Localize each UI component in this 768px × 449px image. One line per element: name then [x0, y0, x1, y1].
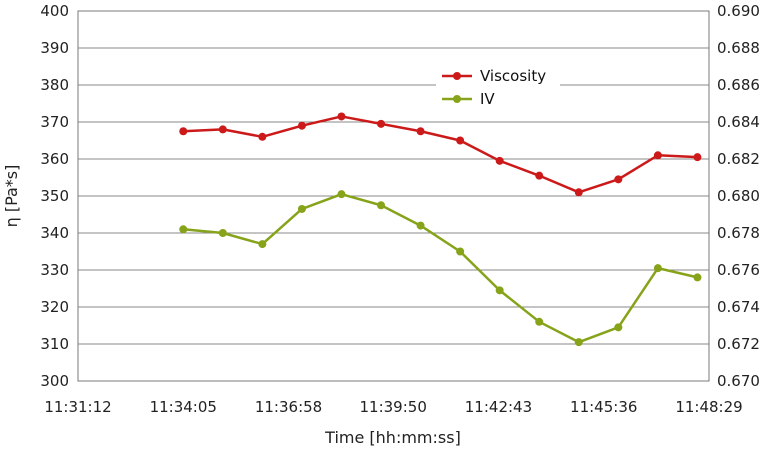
y2-tick-label: 0.686 — [717, 76, 760, 94]
viscosity-data-point — [693, 153, 702, 162]
iv-legend-marker — [453, 95, 461, 103]
viscosity-data-point — [179, 127, 188, 136]
viscosity-legend-marker — [453, 72, 461, 80]
iv-data-point — [337, 190, 346, 199]
x-tick-label: 11:34:05 — [150, 398, 217, 416]
viscosity-legend-label: Viscosity — [480, 67, 546, 85]
viscosity-data-point — [614, 175, 623, 184]
y2-tick-label: 0.690 — [717, 2, 760, 20]
y2-tick-label: 0.678 — [717, 224, 760, 242]
viscosity-data-point — [495, 156, 504, 165]
y-tick-label: 340 — [40, 224, 69, 242]
viscosity-data-point — [218, 125, 227, 134]
iv-data-point — [495, 286, 504, 295]
iv-data-point — [218, 229, 227, 237]
y-tick-label: 390 — [40, 39, 69, 57]
iv-data-point — [693, 273, 702, 282]
axes: 300 310 320 330 340 350 360 370 380 390 400 0.670 0.… — [40, 2, 760, 416]
viscosity-data-point — [377, 119, 386, 128]
y-tick-label: 360 — [40, 150, 69, 168]
iv-data-point — [297, 204, 306, 213]
iv-data-point — [258, 240, 267, 249]
viscosity-series-line — [183, 115, 698, 194]
y-tick-label: 380 — [40, 76, 69, 94]
y2-tick-label: 0.688 — [717, 39, 760, 57]
y-tick-label: 300 — [40, 372, 69, 390]
viscosity-data-point — [653, 151, 662, 160]
y2-tick-label: 0.682 — [717, 150, 760, 168]
iv-data-point — [653, 264, 662, 273]
iv-data-point — [416, 221, 425, 230]
iv-data-point — [535, 317, 544, 326]
y-tick-label: 370 — [40, 113, 69, 131]
iv-data-point — [179, 225, 188, 234]
y-tick-label: 310 — [40, 335, 69, 353]
x-tick-label: 11:45:36 — [570, 398, 637, 416]
viscosity-data-point — [258, 132, 267, 141]
x-tick-label: 11:36:58 — [255, 398, 322, 416]
iv-data-point — [614, 323, 623, 332]
viscosity-data-point — [535, 171, 544, 180]
y-tick-label: 330 — [40, 261, 69, 279]
iv-data-point — [456, 247, 465, 256]
x-tick-label: 11:39:50 — [360, 398, 427, 416]
legend: Viscosity IV — [436, 62, 560, 111]
x-tick-label: 11:31:12 — [44, 398, 111, 416]
iv-data-point — [574, 338, 583, 347]
iv-series-line — [183, 192, 698, 344]
y-axis-title: η [Pa*s] — [2, 165, 21, 228]
viscosity-data-point — [297, 121, 306, 130]
iv-data-point — [377, 201, 386, 210]
x-tick-label: 11:42:43 — [465, 398, 532, 416]
plot-area-frame — [77, 10, 710, 382]
viscosity-data-point — [574, 188, 583, 197]
x-tick-label: 11:48:29 — [675, 398, 742, 416]
y2-tick-label: 0.684 — [717, 113, 760, 131]
y-tick-label: 320 — [40, 298, 69, 316]
gridlines — [78, 47, 709, 345]
iv-legend-label: IV — [480, 90, 495, 108]
viscosity-data-point — [337, 112, 346, 121]
viscosity-data-point — [416, 127, 425, 136]
y2-tick-label: 0.670 — [717, 372, 760, 390]
y2-tick-label: 0.680 — [717, 187, 760, 205]
y2-tick-label: 0.674 — [717, 298, 760, 316]
y2-tick-label: 0.676 — [717, 261, 760, 279]
y-tick-label: 400 — [40, 2, 69, 20]
series-lines — [179, 112, 702, 347]
x-axis-title: Time [hh:mm:ss] — [324, 428, 461, 447]
y2-tick-label: 0.672 — [717, 335, 760, 353]
y-tick-label: 350 — [40, 187, 69, 205]
viscosity-data-point — [456, 136, 465, 145]
